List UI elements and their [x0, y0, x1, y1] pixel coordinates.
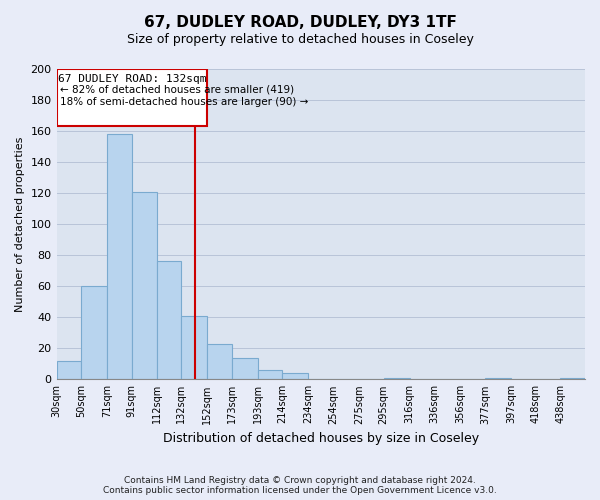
Bar	[560, 378, 585, 380]
Text: 67, DUDLEY ROAD, DUDLEY, DY3 1TF: 67, DUDLEY ROAD, DUDLEY, DY3 1TF	[143, 15, 457, 30]
Bar	[232, 358, 258, 380]
Text: 18% of semi-detached houses are larger (90) →: 18% of semi-detached houses are larger (…	[60, 97, 308, 107]
Y-axis label: Number of detached properties: Number of detached properties	[15, 136, 25, 312]
Bar	[181, 316, 207, 380]
Bar	[81, 286, 107, 380]
Bar	[283, 373, 308, 380]
Text: Size of property relative to detached houses in Coseley: Size of property relative to detached ho…	[127, 32, 473, 46]
Bar	[56, 69, 207, 126]
Bar	[132, 192, 157, 380]
Bar	[485, 378, 511, 380]
Text: Contains public sector information licensed under the Open Government Licence v3: Contains public sector information licen…	[103, 486, 497, 495]
Text: ← 82% of detached houses are smaller (419): ← 82% of detached houses are smaller (41…	[60, 84, 295, 94]
Bar	[384, 378, 410, 380]
Bar	[157, 262, 181, 380]
Bar	[107, 134, 132, 380]
Text: 67 DUDLEY ROAD: 132sqm: 67 DUDLEY ROAD: 132sqm	[58, 74, 206, 84]
Bar	[56, 360, 81, 380]
Text: Contains HM Land Registry data © Crown copyright and database right 2024.: Contains HM Land Registry data © Crown c…	[124, 476, 476, 485]
X-axis label: Distribution of detached houses by size in Coseley: Distribution of detached houses by size …	[163, 432, 479, 445]
Bar	[207, 344, 232, 380]
Bar	[258, 370, 283, 380]
